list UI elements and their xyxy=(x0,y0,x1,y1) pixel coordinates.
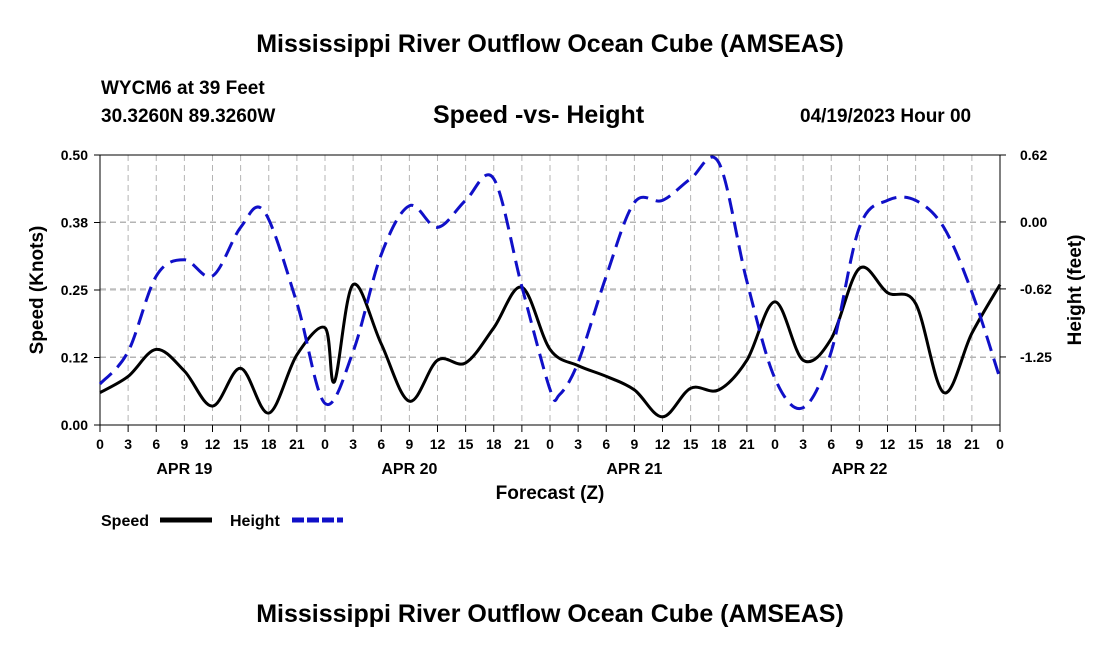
x-tick-label: 21 xyxy=(514,436,530,452)
x-tick-label: 21 xyxy=(964,436,980,452)
speed-series-line xyxy=(99,265,1002,419)
y2-tick-label: -1.25 xyxy=(1020,349,1052,365)
chart-legend: Speed Height xyxy=(101,513,343,530)
x-tick-label: 12 xyxy=(655,436,671,452)
x-tick-label: 18 xyxy=(261,436,277,452)
x-tick-label: 12 xyxy=(430,436,446,452)
x-tick-label: 9 xyxy=(630,436,638,452)
x-tick-label: 18 xyxy=(711,436,727,452)
x-tick-label: 15 xyxy=(458,436,474,452)
x-tick-label: 12 xyxy=(880,436,896,452)
x-tick-label: 0 xyxy=(546,436,554,452)
x-tick-label: 21 xyxy=(289,436,305,452)
x-tick-label: 3 xyxy=(574,436,582,452)
day-label: APR 22 xyxy=(831,461,887,478)
x-tick-label: 0 xyxy=(96,436,104,452)
height-series-line xyxy=(98,155,1002,411)
day-label: APR 20 xyxy=(381,461,437,478)
x-tick-label: 3 xyxy=(799,436,807,452)
x-tick-label: 18 xyxy=(936,436,952,452)
x-tick-label: 15 xyxy=(683,436,699,452)
day-label: APR 21 xyxy=(606,461,662,478)
x-axis-title: Forecast (Z) xyxy=(496,483,605,504)
station-label: WYCM6 at 39 Feet xyxy=(101,78,265,99)
x-tick-label: 6 xyxy=(827,436,835,452)
y2-tick-label: 0.00 xyxy=(1020,214,1047,230)
x-tick-label: 0 xyxy=(996,436,1004,452)
x-tick-label: 0 xyxy=(771,436,779,452)
chart-grid xyxy=(100,154,1000,425)
x-tick-label: 3 xyxy=(349,436,357,452)
x-tick-label: 18 xyxy=(486,436,502,452)
station-coordinates: 30.3260N 89.3260W xyxy=(101,106,276,127)
legend-label-speed: Speed xyxy=(101,513,149,530)
x-tick-label: 9 xyxy=(180,436,188,452)
x-tick-label: 0 xyxy=(321,436,329,452)
main-title: Mississippi River Outflow Ocean Cube (AM… xyxy=(256,30,844,58)
x-tick-label: 9 xyxy=(855,436,863,452)
x-tick-label: 9 xyxy=(405,436,413,452)
y-axis-title: Speed (Knots) xyxy=(27,226,48,355)
x-tick-label: 6 xyxy=(377,436,385,452)
y-tick-label: 0.38 xyxy=(61,215,88,231)
y-tick-label: 0.25 xyxy=(61,282,88,298)
footer-title: Mississippi River Outflow Ocean Cube (AM… xyxy=(256,600,844,628)
y-tick-label: 0.00 xyxy=(61,417,88,433)
y-tick-label: 0.12 xyxy=(61,350,88,366)
x-tick-label: 3 xyxy=(124,436,132,452)
chart-title: Speed -vs- Height xyxy=(433,101,645,129)
y2-tick-label: -0.62 xyxy=(1020,281,1052,297)
y2-axis-title: Height (feet) xyxy=(1065,235,1086,346)
x-tick-label: 15 xyxy=(233,436,249,452)
x-tick-label: 12 xyxy=(205,436,221,452)
x-tick-label: 21 xyxy=(739,436,755,452)
x-tick-label: 6 xyxy=(602,436,610,452)
legend-label-height: Height xyxy=(230,513,280,530)
day-label: APR 19 xyxy=(156,461,212,478)
chart-series xyxy=(98,155,1002,419)
y2-tick-label: 0.62 xyxy=(1020,147,1047,163)
x-tick-label: 15 xyxy=(908,436,924,452)
chart-axes: 0 3 6 9 12 15 18 21 0 3 6 9 12 15 18 21 0 3 6 9 12 15 18 21 0 3 6 9… xyxy=(27,147,1086,504)
y-tick-label: 0.50 xyxy=(61,147,88,163)
forecast-datetime: 04/19/2023 Hour 00 xyxy=(800,106,972,127)
x-tick-label: 6 xyxy=(152,436,160,452)
